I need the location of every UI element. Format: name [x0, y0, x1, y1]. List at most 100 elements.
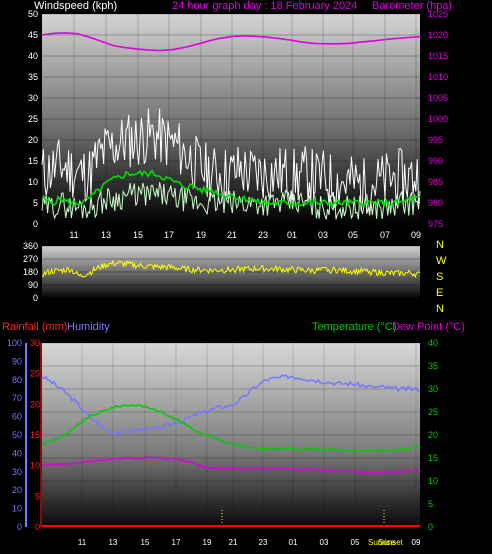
temperature-x-tick-label: 21: [229, 538, 238, 547]
sunset-label: Sunset: [378, 538, 404, 547]
wind-tick-label: 20: [28, 135, 38, 145]
temperature-tick-label: 35: [428, 361, 438, 371]
graph-title: 24 hour graph day : 18 February 2024: [172, 0, 357, 12]
temperature-tick-label: 30: [428, 384, 438, 394]
wind-tick-label: 0: [33, 219, 38, 229]
dewpoint-axis-title: Dew Point (°C): [392, 321, 465, 333]
wind-tick-label: 15: [28, 156, 38, 166]
temperature-panel: [42, 343, 420, 527]
barometer-tick-label: 1015: [428, 51, 448, 61]
rainfall-tick-label: 0: [35, 522, 40, 532]
temperature-x-tick-label: 19: [203, 538, 212, 547]
temperature-tick-label: 15: [428, 453, 438, 463]
temperature-x-tick-label: 05: [351, 538, 360, 547]
temperature-x-tick-label: 11: [78, 538, 87, 547]
rainfall-tick-label: 5: [35, 491, 40, 501]
humidity-tick-label: 100: [7, 338, 22, 348]
direction-tick-label: 90: [28, 280, 38, 290]
barometer-tick-label: 1020: [428, 30, 448, 40]
direction-line: [41, 259, 421, 279]
direction-tick-label: 180: [23, 267, 38, 277]
barometer-tick-label: 980: [428, 198, 443, 208]
rainfall-tick-label: 20: [30, 399, 40, 409]
compass-label-s: S: [436, 271, 443, 283]
temperature-x-tick-label: 23: [259, 538, 268, 547]
sunrise-label: Sunrise: [368, 538, 396, 547]
temperature-tick-label: 40: [428, 338, 438, 348]
wind-axis-title: Windspeed (kph): [34, 0, 117, 12]
compass-label-n1: N: [436, 239, 444, 251]
humidity-tick-label: 30: [12, 467, 22, 477]
humidity-tick-label: 80: [12, 375, 22, 385]
temperature-tick-label: 0: [428, 522, 433, 532]
temperature-tick-label: 5: [428, 499, 433, 509]
wind-x-tick-label: 19: [196, 230, 206, 240]
wind-tick-label: 25: [28, 114, 38, 124]
average-wind-line: [41, 182, 421, 220]
rainfall-axis-title: Rainfall (mm): [2, 321, 67, 333]
wind-tick-label: 30: [28, 93, 38, 103]
gust-line: [41, 108, 421, 214]
temperature-x-tick-label: 03: [320, 538, 329, 547]
humidity-tick-label: 40: [12, 448, 22, 458]
dewpoint-line: [41, 455, 421, 475]
wind-x-tick-label: 23: [258, 230, 268, 240]
humidity-line: [41, 373, 421, 436]
wind-x-tick-label: 09: [411, 230, 421, 240]
humidity-tick-label: 90: [12, 356, 22, 366]
rainfall-tick-label: 15: [30, 430, 40, 440]
wind-tick-label: 45: [28, 30, 38, 40]
temperature-line: [42, 403, 421, 453]
wind-tick-label: 35: [28, 72, 38, 82]
wind-x-tick-label: 15: [133, 230, 143, 240]
wind-x-tick-label: 21: [227, 230, 237, 240]
wind-x-tick-label: 11: [69, 230, 78, 240]
plot-series: [41, 32, 421, 527]
wind-x-tick-label: 01: [287, 230, 297, 240]
compass-label-e: E: [436, 287, 443, 299]
barometer-tick-label: 1005: [428, 93, 448, 103]
humidity-tick-label: 0: [17, 522, 22, 532]
wind-tick-label: 10: [28, 177, 38, 187]
temperature-x-tick-label: 09: [412, 538, 421, 547]
wind-x-tick-label: 05: [348, 230, 358, 240]
temperature-axis-title: Temperature (°C): [312, 321, 396, 333]
barometer-tick-label: 990: [428, 156, 443, 166]
direction-tick-label: 270: [23, 254, 38, 264]
barometer-tick-label: 985: [428, 177, 443, 187]
wind-trend-line: [41, 169, 421, 209]
wind-x-tick-label: 03: [318, 230, 328, 240]
rainfall-tick-label: 25: [30, 369, 40, 379]
wind-tick-label: 40: [28, 51, 38, 61]
wind-x-tick-label: 07: [380, 230, 390, 240]
compass-label-n2: N: [436, 303, 444, 315]
rainfall-tick-label: 10: [30, 461, 40, 471]
barometer-tick-label: 995: [428, 135, 443, 145]
wind-x-tick-label: 17: [164, 230, 174, 240]
humidity-tick-label: 50: [12, 430, 22, 440]
humidity-tick-label: 70: [12, 393, 22, 403]
humidity-tick-label: 10: [12, 504, 22, 514]
axis-labels: 0510152025303540455097598098599099510001…: [7, 9, 448, 547]
temperature-x-tick-label: 15: [141, 538, 150, 547]
rainfall-tick-label: 30: [30, 338, 40, 348]
wind-tick-label: 50: [28, 9, 38, 19]
direction-tick-label: 360: [23, 241, 38, 251]
temperature-tick-label: 10: [428, 476, 438, 486]
humidity-tick-label: 20: [12, 485, 22, 495]
humidity-axis-title: Humidity: [67, 321, 110, 333]
direction-tick-label: 0: [33, 293, 38, 303]
temperature-tick-label: 25: [428, 407, 438, 417]
wind-panel: [42, 14, 420, 224]
barometer-tick-label: 975: [428, 219, 443, 229]
barometer-axis-title: Barometer (hpa): [372, 0, 452, 12]
barometer-tick-label: 1025: [428, 9, 448, 19]
temperature-x-tick-label: 17: [172, 538, 181, 547]
barometer-tick-label: 1010: [428, 72, 448, 82]
humidity-tick-label: 60: [12, 412, 22, 422]
barometer-tick-label: 1000: [428, 114, 448, 124]
wind-x-tick-label: 13: [101, 230, 111, 240]
temperature-tick-label: 20: [428, 430, 438, 440]
temperature-x-tick-label: 01: [289, 538, 298, 547]
